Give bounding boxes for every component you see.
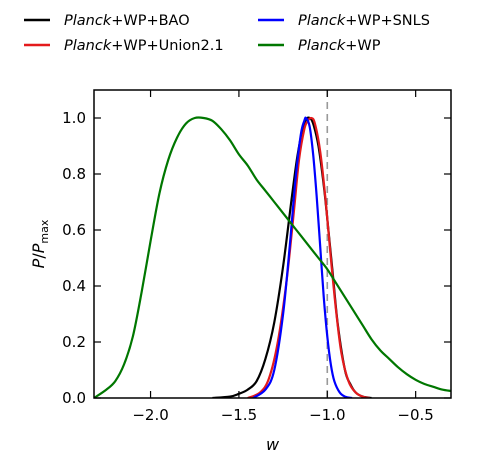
x-axis: −2.0 −1.5 −1.0 −0.5 <box>132 90 434 424</box>
y-tick-label: 0.2 <box>62 333 86 351</box>
y-tick-label: 0.4 <box>62 277 86 295</box>
legend-label: Planck+WP <box>298 38 381 54</box>
legend-item-2: Planck+WP+SNLS <box>258 13 430 29</box>
y-tick-label: 1.0 <box>62 109 86 127</box>
legend-label: Planck+WP+SNLS <box>298 13 430 29</box>
plot-frame <box>93 89 452 399</box>
legend-item-3: Planck+WP <box>258 38 381 54</box>
y-tick-label: 0.6 <box>62 221 86 239</box>
legend-item-1: Planck+WP+Union2.1 <box>24 38 224 54</box>
y-tick-label: 0.8 <box>62 165 86 183</box>
y-tick-label: 0.0 <box>62 389 86 407</box>
x-tick-label: −0.5 <box>397 406 433 424</box>
series-line-2 <box>252 116 353 398</box>
x-tick-label: −2.0 <box>132 406 168 424</box>
plot-area <box>93 89 452 399</box>
legend-item-0: Planck+WP+BAO <box>24 13 190 29</box>
y-axis: 0.0 0.2 0.4 0.6 0.8 1.0 <box>62 109 451 407</box>
y-axis-label: P/Pmax <box>29 219 51 268</box>
legend-label: Planck+WP+BAO <box>64 13 190 29</box>
series-line-3 <box>94 116 451 398</box>
x-axis-label: w <box>266 435 280 454</box>
series-line-0 <box>212 116 372 398</box>
legend-label: Planck+WP+Union2.1 <box>64 38 224 54</box>
legend: Planck+WP+BAO Planck+WP+Union2.1 Planck+WP… <box>24 13 430 54</box>
x-tick-label: −1.0 <box>309 406 345 424</box>
x-tick-label: −1.5 <box>221 406 257 424</box>
series-line-1 <box>247 116 370 398</box>
series-lines <box>94 116 451 398</box>
